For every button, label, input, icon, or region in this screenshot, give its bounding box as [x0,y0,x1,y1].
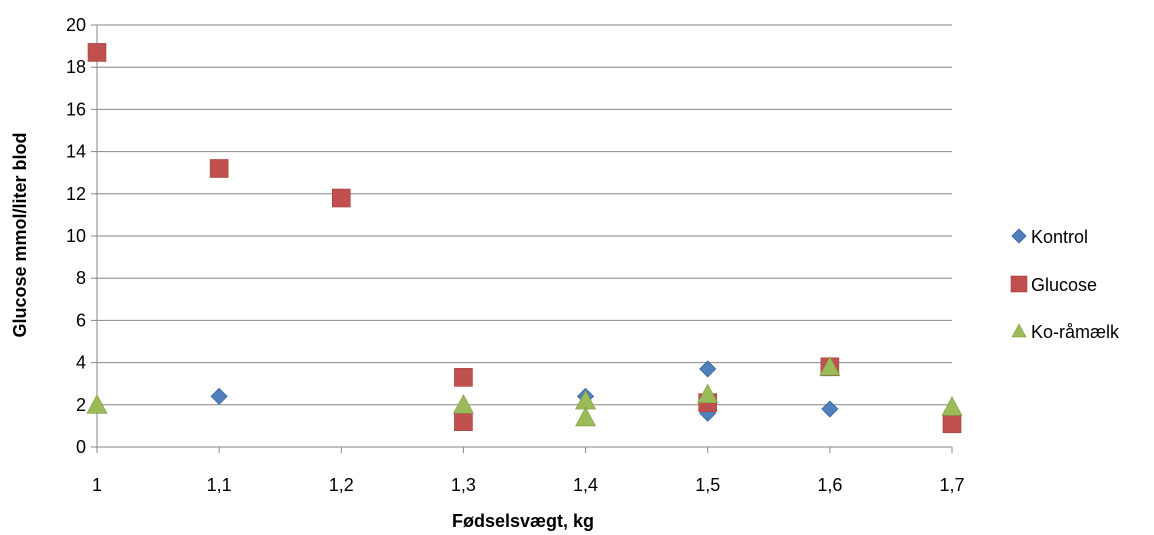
triangle-point [819,356,841,376]
square-point [454,412,473,431]
diamond-point [821,400,839,418]
y-tick-label: 20 [66,15,86,35]
y-tick-label: 10 [66,226,86,246]
y-tick-label: 14 [66,142,86,162]
x-tick-label: 1,5 [695,475,720,495]
y-tick-label: 6 [76,310,86,330]
legend: Kontrol Glucose Ko-råmælk [1010,227,1120,342]
square-point [331,188,351,208]
x-tick-label: 1 [92,475,102,495]
x-tick-label: 1,3 [451,475,476,495]
x-tick-label: 1,6 [817,475,842,495]
legend-label: Glucose [1031,275,1097,295]
x-tick-labels: 1 1,1 1,2 1,3 1,4 1,5 1,6 1,7 [92,475,965,495]
square-point [209,159,229,178]
data-points [86,43,963,434]
legend-item: Glucose [1010,275,1097,295]
y-tick-labels: 0 2 4 6 8 10 12 14 16 18 20 [66,15,86,457]
square-point [454,368,473,387]
triangle-point [86,394,108,414]
y-tick-label: 12 [66,184,86,204]
legend-triangle-icon [1011,323,1027,338]
triangle-point [941,396,963,416]
legend-item: Ko-råmælk [1011,322,1120,342]
legend-diamond-icon [1011,228,1027,244]
y-tick-label: 2 [76,395,86,415]
square-point [942,414,962,434]
triangle-point [575,389,597,410]
y-tick-label: 4 [76,353,86,373]
legend-label: Kontrol [1031,227,1088,247]
x-tick-label: 1,1 [207,475,232,495]
series-kontrol [210,360,839,422]
legend-square-icon [1010,275,1028,293]
y-tick-label: 18 [66,57,86,77]
x-tick-label: 1,2 [329,475,354,495]
diamond-point [210,387,228,405]
square-point [87,43,107,62]
x-tick-label: 1,4 [573,475,598,495]
triangle-point [575,406,597,427]
diamond-point [699,360,717,378]
y-tick-label: 16 [66,99,86,119]
series-ko-r-m-lk [86,356,963,427]
y-tick-label: 8 [76,268,86,288]
triangle-point [697,383,719,404]
axes [91,24,953,453]
legend-item: Kontrol [1011,227,1088,247]
grid-lines [97,24,952,406]
x-tick-label: 1,7 [939,475,964,495]
legend-label: Ko-råmælk [1031,322,1120,342]
y-tick-label: 0 [76,437,86,457]
y-axis-title: Glucose mmol/liter blod [10,132,30,337]
triangle-point [452,394,474,414]
x-axis-title: Fødselsvægt, kg [452,511,594,531]
